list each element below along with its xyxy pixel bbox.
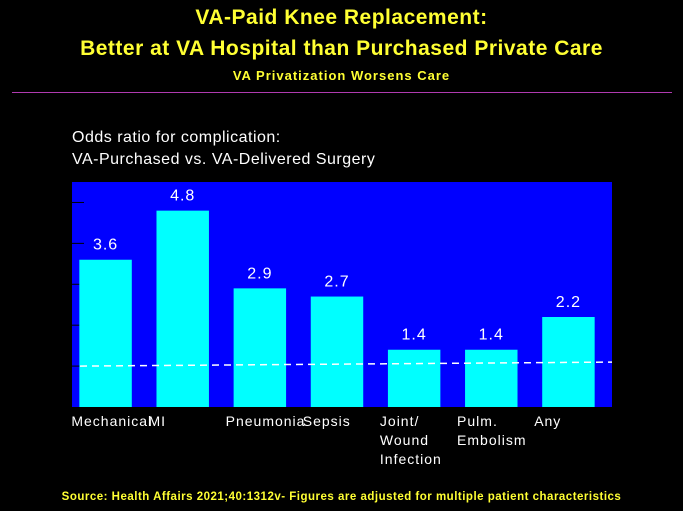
x-tick-label: Embolism — [457, 432, 526, 448]
bar — [156, 210, 209, 407]
source-footnote: Source: Health Affairs 2021;40:1312v- Fi… — [61, 491, 622, 503]
chart-title-line2: Better at VA Hospital than Purchased Pri… — [80, 37, 603, 60]
y-axis-label-line2: VA-Purchased vs. VA-Delivered Surgery — [72, 151, 376, 168]
reference-line — [79, 361, 613, 367]
bar — [79, 259, 132, 407]
bar — [310, 296, 364, 407]
bar — [387, 349, 441, 407]
x-tick-label: Pulm. — [457, 413, 498, 429]
bar-value-label: 2.2 — [556, 294, 581, 311]
x-tick-label: Wound — [380, 432, 429, 448]
x-tick-label: Sepsis — [303, 413, 351, 429]
x-tick-label: Infection — [380, 451, 442, 467]
y-axis-label-line1: Odds ratio for complication: — [72, 129, 281, 146]
bar-chart: 3.6 Mechanical 4.8 MI 2.9 Pneumonia 2.7 Sepsis 1… — [71, 182, 613, 467]
bar-value-label: 1.4 — [402, 327, 427, 344]
x-tick-label: Mechanical — [71, 413, 152, 429]
bar-value-label: 2.7 — [324, 274, 349, 291]
bar — [465, 349, 518, 407]
bar — [233, 288, 287, 407]
x-tick-label: Joint/ — [380, 413, 419, 429]
chart-title-line1: VA-Paid Knee Replacement: — [195, 6, 488, 29]
bar-value-label: 1.4 — [479, 327, 504, 344]
x-tick-label: Any — [534, 413, 561, 429]
x-tick-label: MI — [148, 413, 166, 429]
bar-value-label: 2.9 — [247, 265, 272, 282]
title-divider — [12, 92, 672, 93]
chart-subtitle: VA Privatization Worsens Care — [232, 68, 451, 83]
bar-value-label: 4.8 — [170, 188, 195, 205]
bar-value-label: 3.6 — [93, 237, 118, 254]
x-tick-label: Pneumonia — [226, 413, 306, 429]
